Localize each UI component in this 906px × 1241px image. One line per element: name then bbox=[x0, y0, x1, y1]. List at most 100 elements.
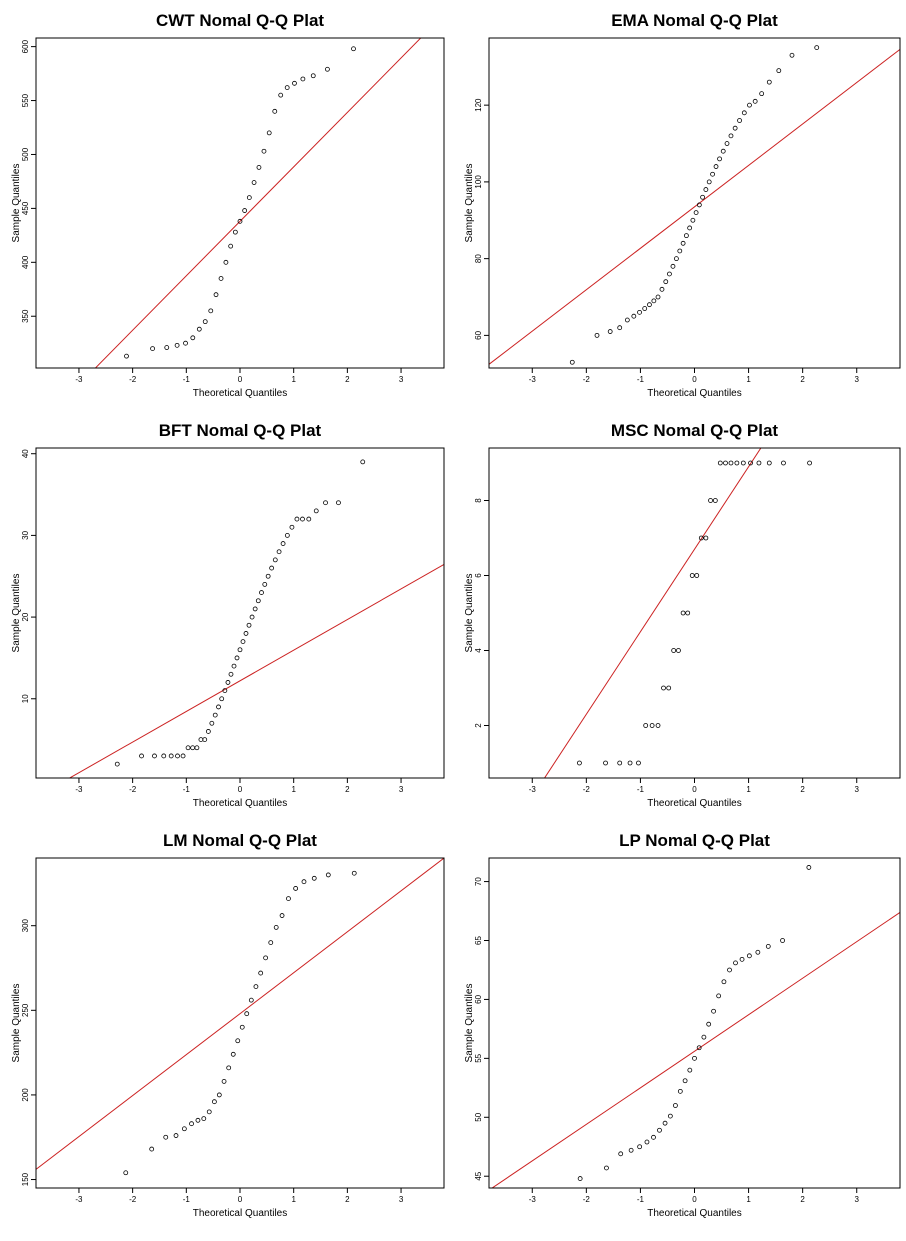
reference-line bbox=[94, 38, 422, 368]
data-point bbox=[300, 76, 306, 82]
data-point bbox=[293, 886, 299, 891]
data-point bbox=[351, 46, 356, 52]
x-tick-label: -2 bbox=[129, 785, 137, 794]
y-tick-label: 70 bbox=[474, 877, 483, 886]
data-point bbox=[696, 1045, 702, 1051]
data-point bbox=[252, 606, 258, 612]
data-point bbox=[737, 118, 742, 123]
data-point bbox=[266, 130, 272, 136]
data-point bbox=[226, 1065, 232, 1071]
y-tick-label: 550 bbox=[21, 93, 30, 107]
data-point bbox=[206, 1109, 212, 1115]
data-point bbox=[231, 663, 237, 669]
data-point bbox=[677, 1088, 683, 1094]
data-point bbox=[746, 953, 752, 959]
data-point bbox=[748, 460, 753, 466]
x-tick-label: -3 bbox=[75, 375, 83, 384]
data-point bbox=[268, 940, 274, 946]
data-point bbox=[190, 745, 196, 751]
data-point bbox=[173, 1133, 179, 1138]
y-tick-label: 30 bbox=[21, 530, 30, 539]
data-point bbox=[249, 614, 255, 620]
data-point bbox=[164, 345, 170, 350]
y-tick-label: 150 bbox=[21, 1172, 30, 1186]
y-tick-label: 300 bbox=[21, 918, 30, 932]
data-point bbox=[687, 225, 693, 231]
x-axis-label: Theoretical Quantiles bbox=[647, 798, 742, 809]
reference-line bbox=[543, 448, 762, 778]
data-point bbox=[569, 359, 575, 365]
y-tick-label: 50 bbox=[474, 1112, 483, 1121]
data-point bbox=[325, 872, 331, 878]
data-point bbox=[279, 913, 285, 918]
data-point bbox=[150, 346, 155, 351]
data-point bbox=[667, 271, 672, 277]
qq-panel-1: CWT Nomal Q-Q Plat -3 -2 -1 0 1 2 3 350 400 450 500… bbox=[11, 11, 445, 399]
data-point bbox=[637, 1144, 643, 1150]
data-point bbox=[674, 256, 679, 262]
data-point bbox=[189, 1121, 194, 1127]
data-point bbox=[700, 194, 705, 200]
y-tick-label: 200 bbox=[21, 1088, 30, 1102]
data-point bbox=[690, 217, 696, 223]
data-point bbox=[243, 631, 249, 636]
x-axis-label: Theoretical Quantiles bbox=[193, 1208, 288, 1219]
data-point bbox=[604, 1165, 609, 1171]
data-point bbox=[677, 248, 683, 254]
data-point bbox=[607, 329, 613, 334]
panel-title: LP Nomal Q-Q Plat bbox=[619, 831, 770, 850]
data-point bbox=[647, 302, 652, 308]
data-point bbox=[603, 760, 608, 766]
x-tick-label: 1 bbox=[746, 1195, 751, 1204]
data-point bbox=[617, 325, 623, 331]
data-point bbox=[723, 460, 728, 466]
sample-points bbox=[114, 459, 366, 767]
x-tick-label: 2 bbox=[800, 1195, 805, 1204]
data-point bbox=[712, 498, 718, 503]
x-tick-label: -2 bbox=[583, 785, 591, 794]
data-point bbox=[175, 753, 180, 759]
data-point bbox=[624, 317, 630, 323]
data-point bbox=[323, 500, 328, 506]
data-point bbox=[216, 1092, 222, 1098]
x-tick-label: 1 bbox=[291, 375, 296, 384]
data-point bbox=[685, 610, 691, 616]
data-point bbox=[235, 1038, 241, 1044]
plot-frame bbox=[488, 447, 901, 779]
data-point bbox=[637, 309, 642, 315]
y-axis-label: Sample Quantiles bbox=[464, 984, 475, 1063]
x-tick-label: 2 bbox=[345, 375, 350, 384]
x-tick-label: -3 bbox=[529, 375, 537, 384]
data-point bbox=[242, 208, 248, 213]
x-tick-label: -3 bbox=[75, 1195, 83, 1204]
data-point bbox=[219, 696, 225, 702]
data-point bbox=[741, 110, 747, 116]
data-point bbox=[221, 1078, 227, 1084]
data-point bbox=[208, 308, 214, 314]
x-axis-label: Theoretical Quantiles bbox=[193, 798, 288, 809]
data-point bbox=[228, 671, 234, 677]
x-tick-label: 1 bbox=[291, 785, 296, 794]
y-tick-label: 120 bbox=[474, 98, 483, 112]
x-axis-label: Theoretical Quantiles bbox=[647, 388, 742, 399]
data-point bbox=[789, 52, 795, 58]
data-point bbox=[643, 723, 649, 728]
data-point bbox=[301, 879, 307, 885]
data-point bbox=[759, 91, 765, 97]
x-tick-label: 3 bbox=[399, 375, 404, 384]
x-tick-label: -3 bbox=[529, 785, 537, 794]
data-point bbox=[671, 648, 677, 653]
data-point bbox=[198, 737, 204, 743]
x-tick-label: -2 bbox=[129, 375, 137, 384]
x-tick-label: -1 bbox=[637, 1195, 645, 1204]
data-point bbox=[636, 760, 641, 766]
data-point bbox=[692, 1055, 697, 1061]
data-point bbox=[670, 263, 676, 269]
y-tick-label: 500 bbox=[21, 147, 30, 161]
y-tick-label: 20 bbox=[21, 612, 30, 621]
data-point bbox=[703, 187, 709, 192]
data-point bbox=[263, 955, 269, 961]
data-point bbox=[212, 712, 218, 718]
data-point bbox=[651, 298, 657, 304]
y-tick-label: 65 bbox=[474, 936, 483, 945]
